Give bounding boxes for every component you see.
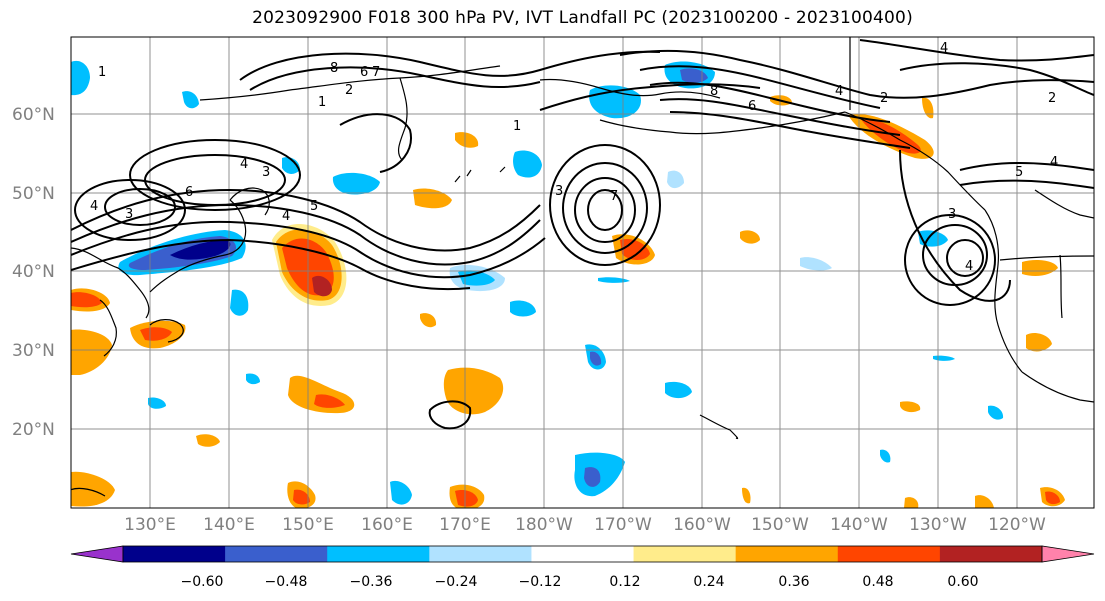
svg-text:3: 3 [262,165,270,180]
svg-text:7: 7 [610,189,618,204]
svg-text:−0.24: −0.24 [435,574,478,590]
svg-text:−0.60: −0.60 [181,574,224,590]
svg-text:160°W: 160°W [673,515,731,535]
svg-text:4: 4 [835,84,843,99]
contour-labels: 1 1 1 2 2 2 3 3 3 3 4 4 4 4 4 4 4 5 5 6 … [90,41,1058,274]
svg-text:4: 4 [940,41,948,56]
svg-text:4: 4 [282,209,290,224]
svg-text:130°E: 130°E [124,515,176,535]
svg-text:5: 5 [1015,165,1023,180]
svg-text:120°W: 120°W [988,515,1046,535]
svg-text:0.60: 0.60 [947,574,978,590]
svg-text:4: 4 [240,157,248,172]
svg-text:2: 2 [345,83,353,98]
colorbar-segment [633,546,737,562]
svg-text:4: 4 [90,199,98,214]
colorbar [70,545,1095,563]
colorbar-segment [123,546,226,562]
colorbar-segment [225,546,328,562]
svg-text:40°N: 40°N [12,262,55,282]
svg-text:1: 1 [98,65,106,80]
svg-text:5: 5 [310,199,318,214]
svg-text:1: 1 [513,119,521,134]
svg-text:170°W: 170°W [594,515,652,535]
colorbar-segment [531,546,635,562]
svg-text:170°E: 170°E [439,515,491,535]
colorbar-segment [837,546,941,562]
colorbar-extend-low [70,545,124,563]
coastlines [71,37,1094,497]
latitude-labels: 60°N 50°N 40°N 30°N 20°N [12,105,55,440]
svg-text:3: 3 [948,207,956,222]
svg-text:160°E: 160°E [361,515,413,535]
colorbar-segment [735,546,839,562]
svg-text:3: 3 [555,184,563,199]
svg-text:4: 4 [965,259,973,274]
svg-text:0.24: 0.24 [693,574,724,590]
colorbar-segment [939,546,1043,562]
map-title: 2023092900 F018 300 hPa PV, IVT Landfall… [252,8,913,28]
svg-text:−0.48: −0.48 [265,574,308,590]
svg-text:20°N: 20°N [12,420,55,440]
svg-text:6: 6 [748,99,756,114]
svg-text:6: 6 [360,65,368,80]
graticule [71,37,1094,508]
svg-text:150°W: 150°W [751,515,809,535]
svg-text:50°N: 50°N [12,184,55,204]
svg-text:180°W: 180°W [515,515,573,535]
svg-text:3: 3 [125,207,133,222]
longitude-labels: 130°E 140°E 150°E 160°E 170°E 180°W 170°… [124,515,1046,535]
svg-text:0.48: 0.48 [862,574,893,590]
svg-text:0.36: 0.36 [778,574,809,590]
svg-text:8: 8 [710,84,718,99]
svg-text:4: 4 [1050,155,1058,170]
colorbar-segment [327,546,430,562]
svg-text:1: 1 [318,95,326,110]
svg-text:6: 6 [185,185,193,200]
svg-text:0.12: 0.12 [609,574,640,590]
svg-text:2: 2 [880,91,888,106]
map-panel [71,37,1094,508]
colorbar-outline [122,545,1043,563]
colorbar-extend-high [1041,545,1095,563]
colorbar-tick-labels: −0.60 −0.48 −0.36 −0.24 −0.12 0.12 0.24 … [181,574,979,590]
colorbar-segment [429,546,532,562]
svg-text:150°E: 150°E [282,515,334,535]
svg-text:140°W: 140°W [830,515,888,535]
svg-text:8: 8 [330,61,338,76]
svg-text:7: 7 [372,65,380,80]
pv-contours [71,39,1094,430]
svg-text:60°N: 60°N [12,105,55,125]
svg-text:2: 2 [1048,91,1056,106]
svg-text:−0.12: −0.12 [519,574,562,590]
map-frame [70,36,1095,509]
svg-text:30°N: 30°N [12,341,55,361]
svg-text:−0.36: −0.36 [350,574,393,590]
svg-text:130°W: 130°W [909,515,967,535]
svg-text:140°E: 140°E [203,515,255,535]
